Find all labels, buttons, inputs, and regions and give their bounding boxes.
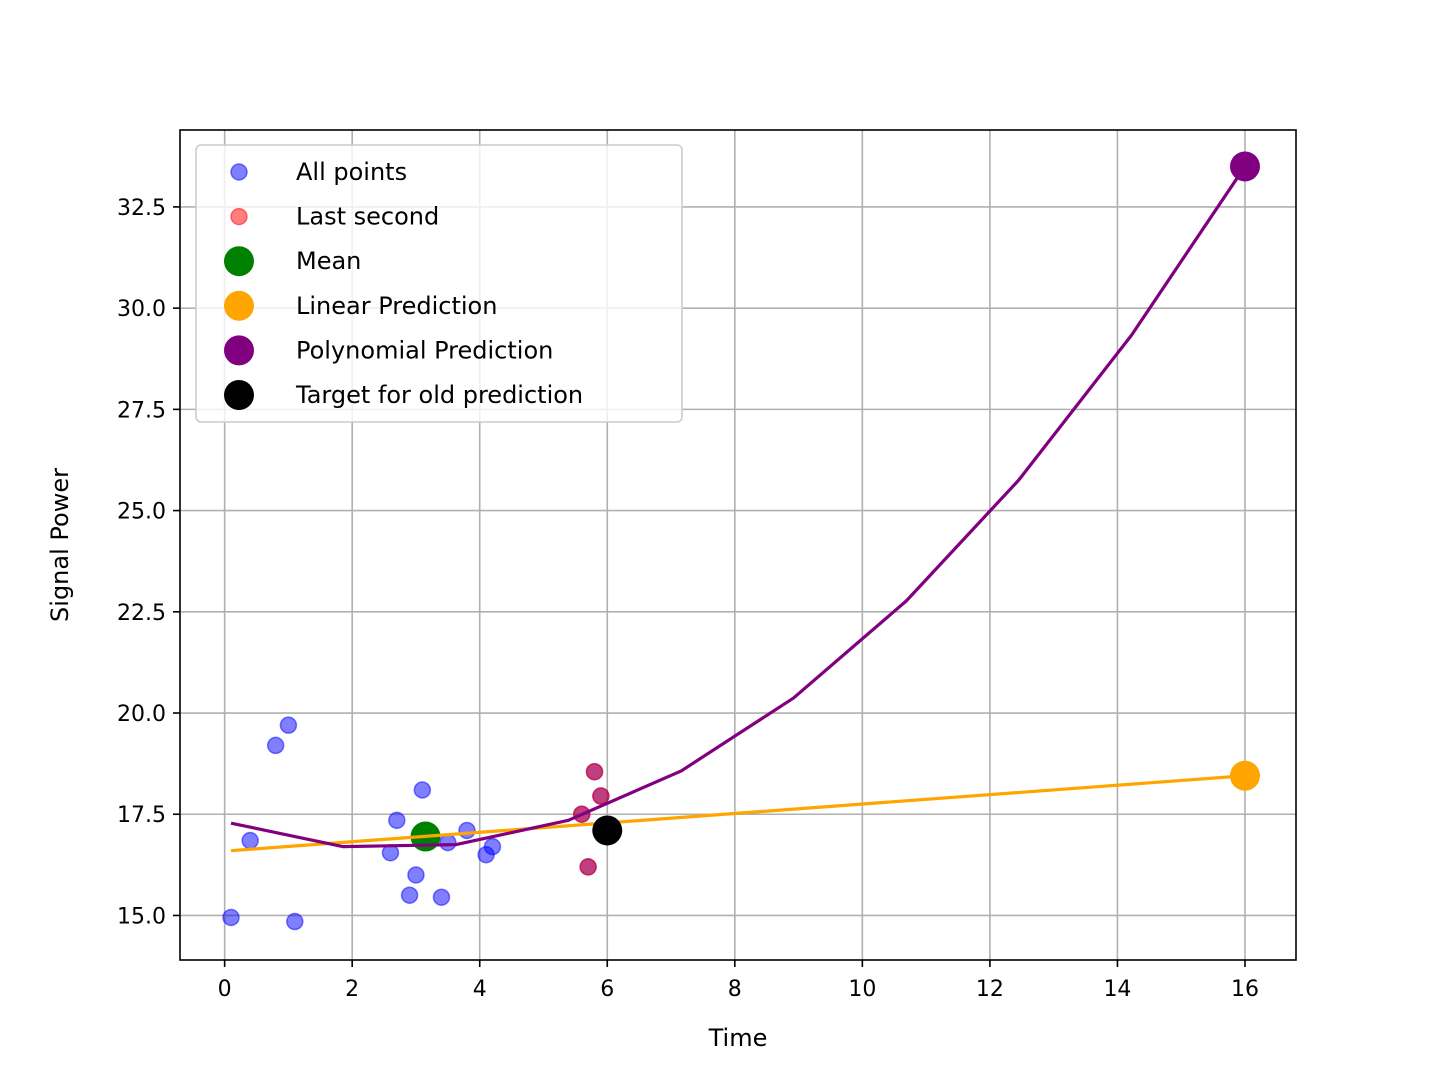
- all-points-marker: [222, 908, 240, 927]
- all-points-marker: [241, 831, 259, 850]
- all-points-marker: [286, 912, 304, 931]
- legend-label-polynomial-prediction: Polynomial Prediction: [296, 336, 553, 364]
- x-tick-label: 14: [1103, 977, 1131, 1002]
- polynomial-prediction-line: [230, 165, 1247, 849]
- last-second-marker: [585, 762, 604, 781]
- x-tick-label: 10: [848, 977, 876, 1002]
- legend-label-all-points: All points: [296, 158, 407, 186]
- y-tick-label: 27.5: [117, 398, 166, 423]
- legend-swatch-last-second: [230, 207, 248, 226]
- x-tick-label: 0: [218, 977, 232, 1002]
- all-points-marker: [458, 821, 476, 840]
- legend-label-target: Target for old prediction: [295, 381, 583, 409]
- linear-prediction-marker: [1229, 760, 1260, 791]
- all-points-marker: [413, 781, 432, 799]
- y-tick-label: 30.0: [117, 297, 166, 322]
- target-marker: [592, 815, 623, 846]
- y-axis-label: Signal Power: [46, 468, 74, 622]
- legend-swatch-all-points: [230, 163, 248, 181]
- legend: All points Last second Mean Linear Predicti…: [195, 144, 683, 423]
- x-tick-label: 8: [728, 977, 742, 1002]
- y-tick-label: 15.0: [117, 904, 166, 929]
- all-points-marker: [439, 833, 457, 852]
- x-tick-label: 12: [976, 977, 1004, 1002]
- legend-label-last-second: Last second: [296, 203, 439, 231]
- x-axis-label: Time: [708, 1024, 768, 1052]
- y-tick-label: 20.0: [117, 702, 166, 727]
- y-tick-label: 17.5: [117, 803, 166, 828]
- y-tick-label: 25.0: [117, 500, 166, 525]
- legend-swatch-linear-prediction: [224, 290, 254, 321]
- x-tick-label: 16: [1231, 977, 1259, 1002]
- series-layer: [222, 151, 1260, 931]
- plot-frame: [179, 129, 1297, 961]
- all-points-marker: [432, 888, 451, 906]
- legend-label-mean: Mean: [296, 247, 361, 275]
- all-points-marker: [388, 811, 406, 830]
- all-points-marker: [266, 736, 285, 755]
- y-tick-label: 32.5: [117, 196, 166, 221]
- legend-label-linear-prediction: Linear Prediction: [296, 292, 497, 320]
- all-points-marker: [279, 716, 298, 734]
- linear-prediction-line: [230, 774, 1246, 853]
- x-tick-label: 6: [600, 977, 614, 1002]
- last-second-marker: [579, 858, 597, 876]
- last-second-marker: [592, 787, 610, 805]
- all-points-marker: [400, 886, 419, 904]
- x-tick-label: 4: [473, 977, 487, 1002]
- y-tick-label: 22.5: [117, 601, 166, 626]
- legend-box: [195, 144, 683, 423]
- all-points-marker: [483, 837, 502, 856]
- polynomial-prediction-marker: [1229, 151, 1260, 182]
- legend-swatch-polynomial-prediction: [224, 335, 254, 366]
- ticks: 0 2 4 6 8 10 12 14 16 15.0 17.5 20.0 22.5 25.0 27.5 30.…: [117, 196, 1259, 1002]
- x-tick-label: 2: [345, 977, 359, 1002]
- all-points-marker: [407, 866, 425, 884]
- legend-swatch-mean: [224, 246, 254, 277]
- legend-swatch-target: [224, 380, 254, 410]
